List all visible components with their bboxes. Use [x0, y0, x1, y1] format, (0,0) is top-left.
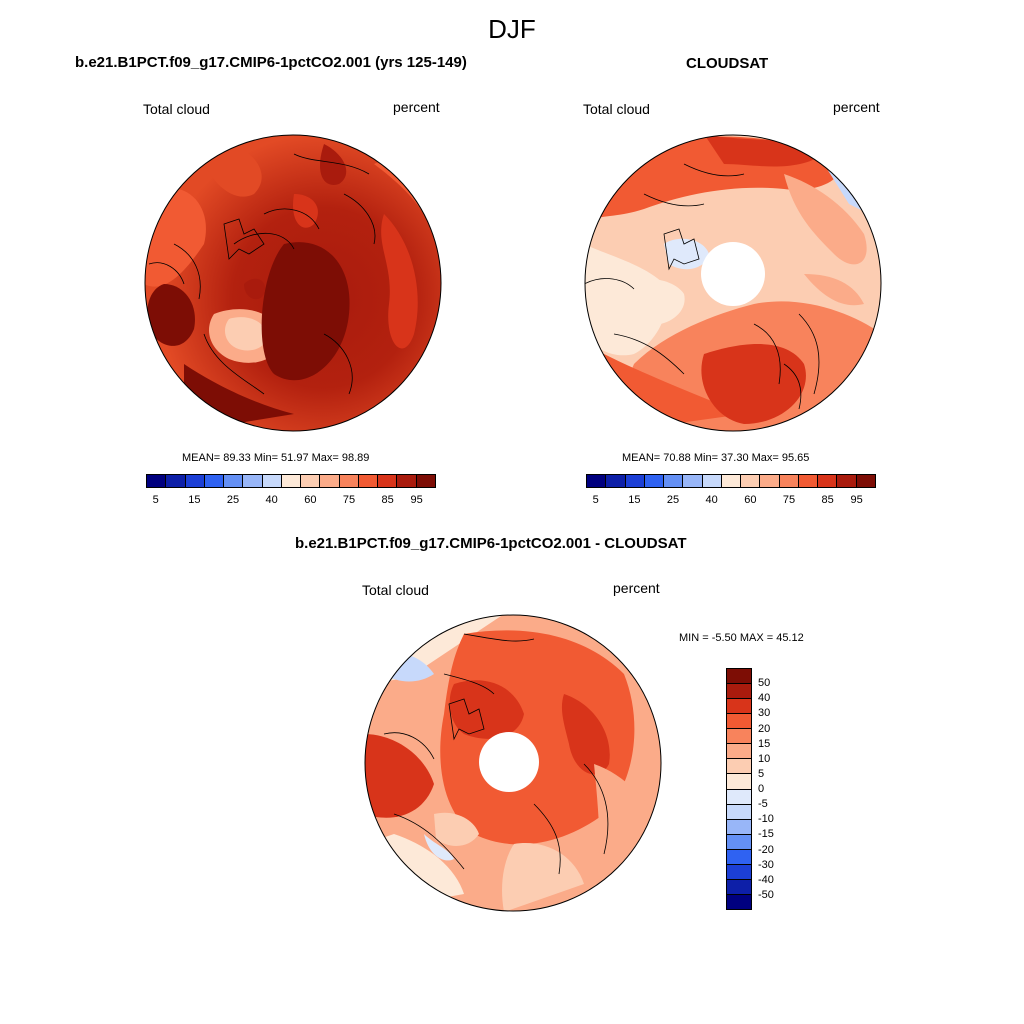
diff-stats-text: MIN = -5.50 MAX = 45.12	[679, 632, 804, 644]
colorbar-tick-label: 15	[758, 737, 771, 750]
colorbar-tick-label: 5	[152, 494, 159, 506]
colorbar-tick-label: 40	[705, 494, 718, 506]
obs-polar-map	[584, 134, 882, 432]
colorbar-tick-label: 0	[758, 783, 765, 795]
colorbar-tick-label: -40	[758, 873, 774, 886]
colorbar-tick-label: -50	[758, 888, 774, 901]
obs-colorbar	[586, 474, 876, 488]
colorbar-swatch	[664, 475, 684, 487]
diff-units-label: percent	[613, 580, 660, 596]
colorbar-swatch	[741, 475, 761, 487]
obs-colorbar-ticks: 5 15 25 40 60 75 85 95	[586, 494, 876, 508]
colorbar-tick-label: 95	[410, 494, 423, 506]
obs-stats-text: MEAN= 70.88 Min= 37.30 Max= 95.65	[622, 452, 810, 464]
colorbar-tick-label: 30	[758, 707, 771, 720]
diff-variable-label: Total cloud	[362, 582, 429, 598]
obs-panel-title: CLOUDSAT	[686, 55, 769, 72]
colorbar-swatch	[606, 475, 626, 487]
colorbar-tick-label: 95	[850, 494, 863, 506]
colorbar-tick-label: 15	[188, 494, 201, 506]
colorbar-swatch	[339, 475, 359, 487]
colorbar-swatch	[416, 475, 435, 487]
colorbar-tick-label: 40	[758, 692, 771, 705]
colorbar-swatch	[837, 475, 857, 487]
main-title: DJF	[488, 14, 536, 44]
colorbar-swatch	[856, 475, 875, 487]
diff-colorbar	[726, 668, 752, 910]
colorbar-tick-label: 15	[628, 494, 641, 506]
model-units-label: percent	[393, 99, 440, 115]
colorbar-tick-label: 75	[782, 494, 796, 506]
colorbar-swatch	[727, 774, 751, 790]
colorbar-tick-label: 10	[758, 752, 771, 765]
colorbar-swatch	[727, 804, 751, 820]
model-stats-text: MEAN= 89.33 Min= 51.97 Max= 98.89	[182, 452, 370, 464]
colorbar-swatch	[166, 475, 186, 487]
diff-polar-map	[364, 614, 662, 912]
colorbar-swatch	[727, 819, 751, 835]
colorbar-swatch	[798, 475, 819, 487]
colorbar-tick-label: -10	[758, 813, 774, 826]
colorbar-tick-label: 20	[758, 722, 771, 735]
colorbar-tick-label: -5	[758, 798, 768, 811]
colorbar-tick-label: 60	[744, 494, 757, 506]
colorbar-swatch	[721, 475, 742, 487]
colorbar-tick-label: 25	[226, 494, 240, 506]
diff-colorbar-ticks: 50 40 30 20 15 10 5 0 -5 -10 -15 -20 -30 -40 -50	[758, 668, 798, 910]
colorbar-swatch	[727, 669, 751, 685]
colorbar-swatch	[727, 714, 751, 730]
colorbar-tick-label: 75	[342, 494, 356, 506]
colorbar-tick-label: 5	[758, 767, 765, 780]
colorbar-swatch	[727, 849, 751, 865]
colorbar-tick-label: 40	[265, 494, 278, 506]
colorbar-swatch	[727, 699, 751, 715]
colorbar-swatch	[262, 475, 282, 487]
colorbar-swatch	[727, 684, 751, 700]
colorbar-tick-label: -15	[758, 828, 774, 841]
colorbar-swatch	[358, 475, 379, 487]
colorbar-swatch	[397, 475, 417, 487]
colorbar-swatch	[760, 475, 780, 487]
colorbar-swatch	[727, 834, 751, 850]
colorbar-tick-label: 25	[666, 494, 680, 506]
colorbar-swatch	[779, 475, 799, 487]
model-panel-title: b.e21.B1PCT.f09_g17.CMIP6-1pctCO2.001 (y…	[75, 54, 467, 71]
model-colorbar-ticks: 5 15 25 40 60 75 85 95	[146, 494, 436, 508]
colorbar-tick-label: 50	[758, 677, 771, 690]
colorbar-swatch	[301, 475, 321, 487]
colorbar-swatch	[702, 475, 722, 487]
colorbar-tick-label: 5	[592, 494, 599, 506]
colorbar-swatch	[185, 475, 205, 487]
colorbar-swatch	[727, 759, 751, 775]
colorbar-tick-label: -30	[758, 858, 774, 871]
model-variable-label: Total cloud	[143, 101, 210, 117]
colorbar-tick-label: 85	[821, 494, 834, 506]
colorbar-swatch	[683, 475, 703, 487]
colorbar-swatch	[727, 789, 751, 805]
colorbar-swatch	[818, 475, 838, 487]
colorbar-tick-label: 60	[304, 494, 317, 506]
colorbar-swatch	[727, 744, 751, 760]
colorbar-swatch	[204, 475, 225, 487]
colorbar-swatch	[625, 475, 645, 487]
colorbar-swatch	[727, 864, 751, 880]
colorbar-tick-label: 85	[381, 494, 394, 506]
colorbar-swatch	[378, 475, 398, 487]
obs-units-label: percent	[833, 99, 880, 115]
model-polar-map	[144, 134, 442, 432]
colorbar-swatch	[727, 729, 751, 745]
colorbar-swatch	[281, 475, 302, 487]
colorbar-swatch	[727, 879, 751, 895]
colorbar-swatch	[243, 475, 263, 487]
colorbar-swatch	[320, 475, 340, 487]
colorbar-swatch	[147, 475, 167, 487]
obs-variable-label: Total cloud	[583, 101, 650, 117]
colorbar-swatch	[224, 475, 244, 487]
colorbar-swatch	[644, 475, 665, 487]
colorbar-swatch	[727, 894, 751, 909]
colorbar-swatch	[587, 475, 607, 487]
diff-panel-title: b.e21.B1PCT.f09_g17.CMIP6-1pctCO2.001 - …	[295, 535, 687, 552]
colorbar-tick-label: -20	[758, 843, 774, 856]
model-colorbar	[146, 474, 436, 488]
